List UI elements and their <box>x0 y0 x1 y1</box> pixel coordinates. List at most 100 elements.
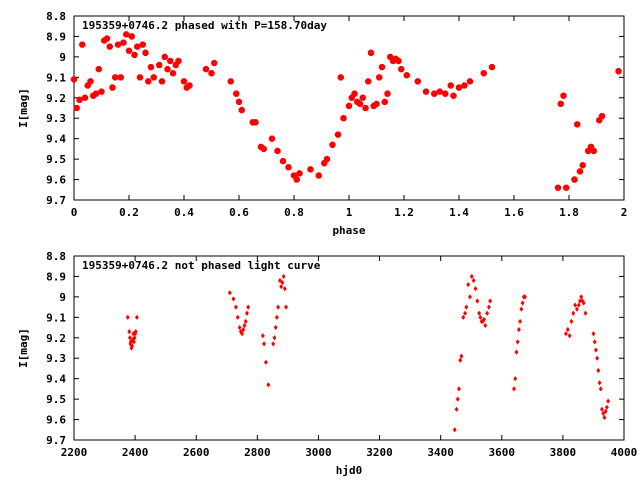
data-point <box>483 322 488 329</box>
data-point <box>593 347 598 353</box>
data-point <box>486 304 491 310</box>
data-point <box>488 63 496 71</box>
data-point <box>345 102 353 110</box>
data-point <box>271 341 276 347</box>
data-point <box>475 298 480 304</box>
data-point <box>180 78 188 85</box>
data-point <box>268 135 276 142</box>
data-point <box>466 282 471 288</box>
y-tick-label: 9.5 <box>46 153 66 166</box>
y-tick-label: 9.7 <box>46 194 66 207</box>
data-point <box>595 355 600 361</box>
data-point <box>452 427 457 433</box>
data-point <box>367 49 375 56</box>
x-tick-label: 0.2 <box>119 206 139 219</box>
data-point <box>293 176 300 183</box>
data-point <box>602 414 607 421</box>
x-tick-label: 2 <box>621 206 628 219</box>
y-axis-title: I[mag] <box>17 328 30 368</box>
data-point <box>279 284 284 290</box>
data-point <box>263 359 268 365</box>
data-point <box>376 74 383 81</box>
data-point <box>106 43 113 50</box>
data-point <box>359 94 366 101</box>
data-point <box>468 294 472 300</box>
data-point <box>235 98 243 106</box>
data-point <box>513 376 518 382</box>
data-point <box>282 286 287 292</box>
data-point <box>260 333 265 339</box>
data-point <box>579 294 584 300</box>
data-point <box>227 290 232 296</box>
data-point <box>260 145 267 153</box>
data-point <box>578 298 582 304</box>
y-tick-label: 9.6 <box>46 174 66 187</box>
data-point <box>615 68 622 75</box>
x-axis-title: phase <box>332 224 365 237</box>
data-point <box>488 298 493 304</box>
data-point <box>280 279 285 286</box>
data-point <box>208 70 215 77</box>
data-point <box>461 82 468 89</box>
data-point <box>574 121 581 128</box>
data-point <box>480 318 485 325</box>
data-point <box>581 300 586 306</box>
data-point <box>307 166 314 173</box>
data-point <box>73 104 80 112</box>
x-tick-label: 0.6 <box>229 206 249 219</box>
data-point <box>277 277 282 284</box>
data-point <box>334 131 342 138</box>
data-point <box>516 327 521 333</box>
data-point <box>243 318 248 325</box>
data-point <box>442 90 449 97</box>
data-point <box>227 78 234 85</box>
data-point <box>127 335 132 341</box>
data-point <box>142 49 149 56</box>
data-point <box>329 141 336 148</box>
data-point <box>274 147 281 155</box>
plot-frame <box>73 255 625 441</box>
y-tick-label: 9.3 <box>46 112 66 125</box>
data-point <box>279 158 287 165</box>
data-point <box>323 155 331 163</box>
data-point <box>604 404 609 410</box>
x-axis-title: hjd0 <box>336 464 363 477</box>
data-point <box>337 74 344 81</box>
data-point <box>560 92 567 99</box>
data-point <box>563 184 570 191</box>
data-point <box>296 170 303 177</box>
x-tick-label: 1.6 <box>504 206 524 219</box>
y-tick-label: 9.6 <box>46 414 66 427</box>
data-point <box>262 341 267 347</box>
data-point <box>461 314 466 320</box>
data-point <box>576 302 581 308</box>
y-tick-label: 9.3 <box>46 352 66 365</box>
data-point <box>233 304 238 310</box>
data-point <box>266 382 271 388</box>
data-point <box>134 43 141 50</box>
data-point <box>598 113 606 120</box>
data-point <box>125 47 133 54</box>
data-point <box>112 74 119 81</box>
data-point <box>395 57 402 65</box>
data-point <box>244 310 249 316</box>
y-tick-label: 9 <box>59 51 66 64</box>
x-tick-label: 1 <box>346 206 353 219</box>
data-point <box>351 90 358 97</box>
x-tick-label: 1.4 <box>449 206 469 219</box>
data-point <box>557 100 564 108</box>
data-point <box>117 74 124 81</box>
data-point <box>246 304 251 310</box>
data-point <box>238 106 245 114</box>
data-point <box>79 41 86 48</box>
data-point <box>235 314 240 320</box>
y-axis-title: I[mag] <box>17 88 30 128</box>
x-tick-label: 3800 <box>550 446 577 459</box>
y-tick-label: 9.2 <box>46 332 66 345</box>
data-point <box>518 318 523 325</box>
data-point <box>136 74 144 81</box>
data-point <box>596 367 601 374</box>
data-point <box>590 147 597 155</box>
x-tick-label: 0.4 <box>174 206 194 219</box>
data-point <box>515 339 520 345</box>
